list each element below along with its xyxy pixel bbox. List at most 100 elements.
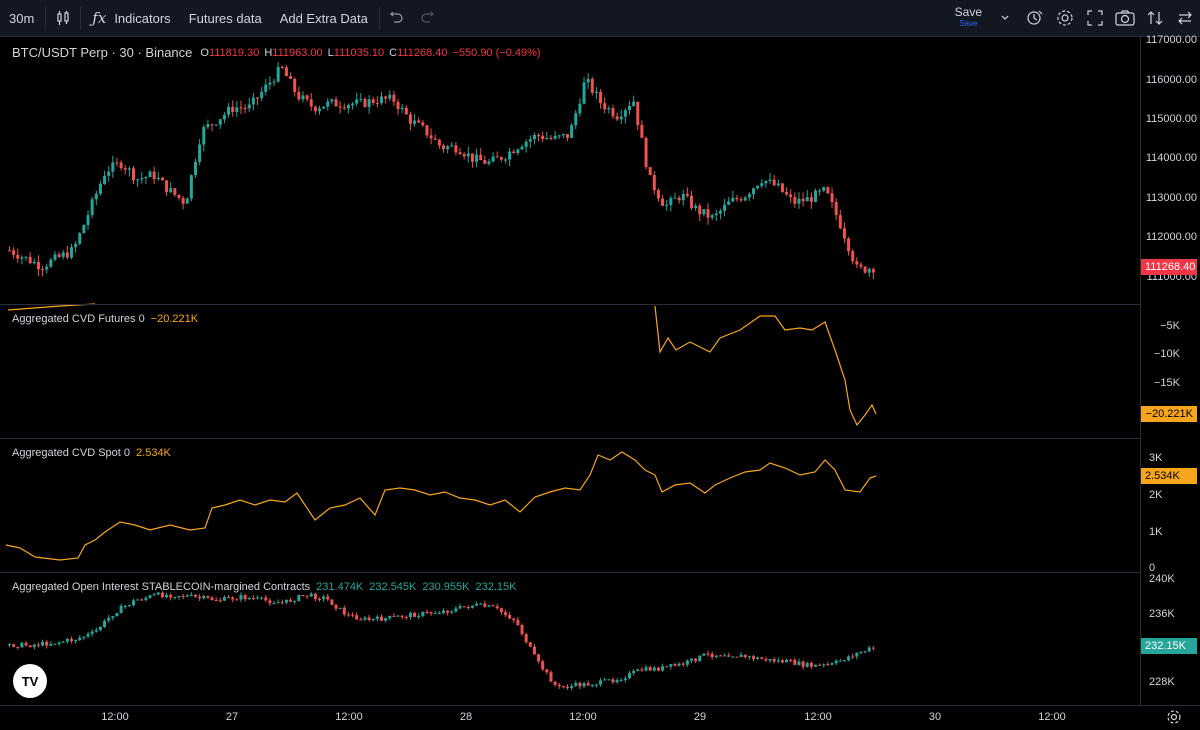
interval-button[interactable]: 30m — [9, 10, 35, 26]
price-candle — [32, 261, 36, 264]
oi-candle — [470, 605, 474, 608]
price-candle — [442, 145, 445, 150]
time-tick: 12:00 — [1038, 711, 1066, 723]
oi-candle — [297, 594, 301, 602]
price-candle — [706, 209, 710, 218]
price-candle — [545, 137, 549, 140]
save-button[interactable]: Save Save — [947, 5, 990, 29]
futures-data-button[interactable]: Futures data — [188, 10, 262, 26]
oi-candle — [169, 594, 173, 598]
oi-candle — [28, 645, 32, 648]
price-candle — [53, 254, 57, 260]
sort-arrows-icon[interactable] — [1140, 0, 1170, 37]
cvd-futures-title[interactable]: Aggregated CVD Futures 0 — [12, 313, 145, 325]
cvd-spot-title[interactable]: Aggregated CVD Spot 0 — [12, 447, 131, 459]
price-candle — [272, 81, 276, 83]
ohlc-change: −550.90 (−0.49%) — [452, 47, 541, 59]
oi-candle — [698, 655, 702, 662]
chevron-down-icon[interactable] — [990, 0, 1020, 37]
oi-value-2: 232.545K — [369, 581, 417, 593]
price-candle — [855, 261, 859, 265]
cvd-spot-value: 2.534K — [136, 447, 171, 459]
price-candle — [685, 193, 689, 196]
oi-candle — [53, 643, 57, 645]
swap-icon[interactable] — [1170, 0, 1200, 37]
price-candle — [301, 95, 305, 100]
ohlc-l-label: L — [327, 47, 334, 59]
cvd-spot-legend: Aggregated CVD Spot 0 2.534K — [12, 447, 171, 459]
oi-candle — [202, 595, 206, 599]
oi-candle — [512, 618, 516, 620]
camera-icon[interactable] — [1110, 0, 1140, 37]
price-candle — [388, 94, 392, 99]
price-candle — [429, 135, 433, 139]
pane-divider[interactable] — [0, 438, 1140, 439]
price-candle — [222, 114, 226, 120]
oi-candle — [772, 659, 776, 662]
add-extra-data-button[interactable]: Add Extra Data — [279, 10, 368, 26]
oi-tag: 232.15K — [1141, 638, 1197, 654]
price-candle — [549, 137, 553, 139]
price-candle — [231, 106, 235, 112]
price-candle — [731, 197, 735, 202]
pane-divider[interactable] — [0, 304, 1140, 305]
undo-icon[interactable] — [382, 0, 412, 37]
oi-candle — [181, 595, 185, 597]
oi-candle — [702, 653, 706, 656]
price-candle — [194, 161, 197, 176]
oi-candle — [636, 669, 640, 672]
price-candle — [202, 127, 206, 145]
oi-candle — [413, 612, 417, 617]
candles-icon[interactable] — [48, 0, 78, 37]
fullscreen-icon[interactable] — [1080, 0, 1110, 37]
price-candle — [103, 175, 107, 184]
oi-candle — [805, 662, 809, 667]
price-candle — [384, 96, 388, 99]
price-candle — [342, 107, 346, 109]
price-candle — [570, 125, 574, 138]
redo-icon[interactable] — [412, 0, 442, 37]
oi-title[interactable]: Aggregated Open Interest STABLECOIN-marg… — [12, 581, 311, 593]
price-candle — [652, 175, 656, 191]
price-candle — [756, 185, 760, 189]
price-candle — [499, 157, 503, 160]
tradingview-logo[interactable]: TV — [13, 664, 47, 698]
price-candle — [776, 183, 780, 186]
price-candle — [479, 154, 483, 161]
top-toolbar: 30m ƒx Indicators Futures data Add Extra… — [0, 0, 1200, 37]
oi-candle — [822, 664, 826, 666]
toolbar-divider — [378, 7, 380, 29]
oi-candle — [276, 602, 280, 604]
price-candle — [322, 106, 326, 109]
oi-candle — [280, 602, 284, 604]
oi-candle — [380, 616, 383, 621]
price-candle — [623, 110, 627, 117]
price-tick: 112000.00 — [1145, 231, 1197, 243]
indicators-label: Indicators — [114, 10, 171, 26]
ohlc-c-label: C — [389, 47, 398, 59]
price-candle — [772, 179, 776, 186]
gear-icon[interactable] — [1050, 0, 1080, 37]
price-candle — [752, 188, 755, 195]
symbol-title[interactable]: BTC/USDT Perp · 30 · Binance — [12, 45, 193, 60]
price-candle — [156, 177, 160, 180]
fx-icon: ƒx — [92, 9, 107, 27]
save-label: Save — [954, 5, 982, 19]
time-axis[interactable] — [0, 705, 1200, 730]
time-tick: 12:00 — [804, 711, 832, 723]
price-candle — [206, 124, 210, 128]
oi-candle — [119, 606, 123, 614]
price-candle — [594, 91, 598, 93]
price-candle — [65, 252, 69, 258]
chart-settings-icon[interactable] — [1166, 709, 1182, 730]
pane-divider[interactable] — [0, 572, 1140, 573]
cvd-spot-tick: 1K — [1149, 526, 1163, 538]
alert-clock-icon[interactable] — [1020, 0, 1050, 37]
price-candle — [851, 251, 855, 262]
indicators-button[interactable]: ƒx Indicators — [83, 0, 179, 37]
oi-candle — [148, 595, 152, 598]
oi-candle — [454, 608, 458, 612]
price-candle — [61, 252, 65, 257]
price-candle — [140, 178, 144, 180]
